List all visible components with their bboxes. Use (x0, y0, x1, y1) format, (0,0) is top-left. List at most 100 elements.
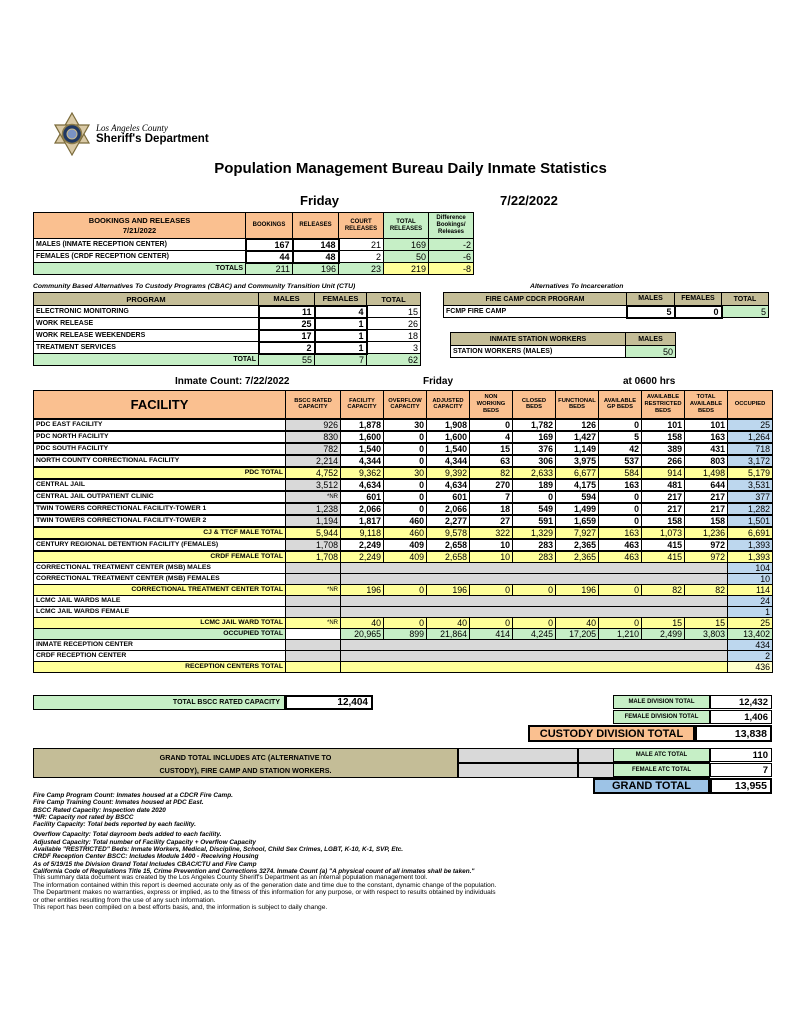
stat-cell: 481 (641, 477, 685, 492)
stat-cell: 17,205 (555, 627, 599, 640)
stat-cell: 1,073 (641, 526, 685, 539)
stat-cell: 644 (684, 477, 728, 492)
stat-cell: 431 (684, 441, 728, 456)
stat-cell: 926 (285, 417, 341, 432)
cbac-row: ELECTRONIC MONITORING 11 4 15 (33, 304, 421, 319)
stat-cell: 4,752 (285, 466, 341, 479)
stat-cell: 9,578 (426, 526, 470, 539)
facility-column-header: AVAILABLE GP BEDS (598, 390, 642, 419)
stat-cell: -6 (428, 250, 474, 263)
facility-row: TWIN TOWERS CORRECTIONAL FACILITY-TOWER … (33, 501, 773, 516)
stat-cell (285, 594, 341, 607)
stat-cell: 24 (727, 594, 773, 607)
stat-cell: 1,540 (340, 441, 384, 456)
stat-cell: 3,172 (727, 453, 773, 468)
stat-cell: 6,677 (555, 466, 599, 479)
facility-column-header: AVAILABLE RESTRICTED BEDS (641, 390, 685, 419)
stat-cell: 11 (257, 304, 316, 319)
stat-cell: 3,975 (555, 453, 599, 468)
stat-cell: 217 (641, 489, 685, 504)
col-difference: Difference Bookings/ Releases (428, 212, 474, 239)
footnote-line: Facility Capacity: Total beds reported b… (33, 821, 196, 829)
stat-cell: 219 (383, 262, 429, 275)
row-label: LCMC JAIL WARDS FEMALE (33, 605, 286, 618)
stat-cell: 2,499 (641, 627, 685, 640)
bookings-header-row: BOOKINGS AND RELEASES 7/21/2022 BOOKINGS… (33, 212, 474, 239)
stat-cell: 30 (383, 466, 427, 479)
stat-cell: 5 (598, 429, 642, 444)
stat-cell: 196 (340, 583, 384, 596)
stat-cell: 409 (383, 550, 427, 563)
stat-cell (340, 649, 728, 662)
row-label: CENTRAL JAIL OUTPATIENT CLINIC (33, 489, 286, 504)
row-label: MALES (INMATE RECEPTION CENTER) (33, 238, 246, 251)
facility-row: LCMC JAIL WARDS FEMALE 1 (33, 605, 773, 618)
stat-cell: 5,179 (727, 466, 773, 479)
stat-cell: 163 (598, 526, 642, 539)
row-label: CENTRAL JAIL (33, 477, 286, 492)
facility-row: NORTH COUNTY CORRECTIONAL FACILITY 2,214 4… (33, 453, 773, 468)
cbac-title: Community Based Alternatives To Custody … (33, 283, 356, 290)
stat-cell: 55 (258, 353, 315, 366)
bookings-title-line1: BOOKINGS AND RELEASES (88, 215, 191, 225)
row-label: PDC SOUTH FACILITY (33, 441, 286, 456)
stat-cell: 4 (469, 429, 513, 444)
stat-cell: 2,249 (340, 537, 384, 552)
row-label: NORTH COUNTY CORRECTIONAL FACILITY (33, 453, 286, 468)
custody-division-total-value: 13,838 (695, 725, 772, 742)
stat-cell: 460 (383, 513, 427, 528)
stat-cell: 1 (727, 605, 773, 618)
row-label: PDC EAST FACILITY (33, 417, 286, 432)
female-atc-total-value: 7 (710, 763, 772, 777)
stat-cell: 266 (641, 453, 685, 468)
stat-cell: 62 (366, 353, 421, 366)
cbac-table: PROGRAM MALES FEMALES TOTAL ELECTRONIC M… (33, 292, 421, 366)
col-total: TOTAL (366, 292, 421, 306)
stat-cell: 0 (673, 304, 723, 319)
row-label: INMATE RECEPTION CENTER (33, 638, 286, 651)
facility-row: CORRECTIONAL TREATMENT CENTER TOTAL *NR 19… (33, 583, 773, 596)
stat-cell: 2,214 (285, 453, 341, 468)
row-label: CRDF RECEPTION CENTER (33, 649, 286, 662)
stat-cell: 15 (641, 616, 685, 629)
footnote-line: Overflow Capacity: Total dayroom beds ad… (33, 831, 222, 839)
stat-cell (285, 605, 341, 618)
stat-cell: 40 (555, 616, 599, 629)
stat-cell: 13,402 (727, 627, 773, 640)
stat-cell: 2 (727, 649, 773, 662)
col-total: TOTAL (721, 292, 769, 306)
stat-cell: 21,864 (426, 627, 470, 640)
disclaimer-line: This report has been compiled on a best … (33, 904, 328, 912)
stat-cell: 40 (426, 616, 470, 629)
cbac-row: TREATMENT SERVICES 2 1 3 (33, 340, 421, 355)
stat-cell: 718 (727, 441, 773, 456)
stat-cell: 2 (257, 340, 316, 355)
facility-column-header: BSCC RATED CAPACITY (285, 390, 341, 419)
stat-cell (285, 638, 341, 651)
total-bscc-rated-capacity-label: TOTAL BSCC RATED CAPACITY (33, 695, 285, 710)
stat-cell: 1,264 (727, 429, 773, 444)
sheriff-badge-icon (53, 112, 91, 156)
stat-cell: 7 (469, 489, 513, 504)
stat-cell (340, 605, 728, 618)
stat-cell: 0 (512, 616, 556, 629)
stat-cell: 782 (285, 441, 341, 456)
stat-cell: 189 (512, 477, 556, 492)
stat-cell: 415 (641, 537, 685, 552)
stat-cell: 82 (641, 583, 685, 596)
stat-cell: 169 (383, 238, 429, 251)
stat-cell: 270 (469, 477, 513, 492)
stat-cell: 1,427 (555, 429, 599, 444)
stat-cell (285, 572, 341, 585)
stat-cell: 1 (313, 316, 368, 331)
row-label: TWIN TOWERS CORRECTIONAL FACILITY-TOWER … (33, 501, 286, 516)
footnotes: Fire Camp Program Count: Inmates housed … (33, 792, 753, 875)
stat-cell (285, 660, 341, 673)
footnote-line: Fire Camp Program Count: Inmates housed … (33, 792, 233, 799)
row-label: FCMP FIRE CAMP (443, 305, 627, 318)
facility-row: CORRECTIONAL TREATMENT CENTER (MSB) MALE… (33, 561, 773, 574)
stat-cell: 148 (291, 237, 340, 252)
stat-cell: 3,803 (684, 627, 728, 640)
stat-cell: 26 (366, 317, 421, 330)
stat-cell: 537 (598, 453, 642, 468)
